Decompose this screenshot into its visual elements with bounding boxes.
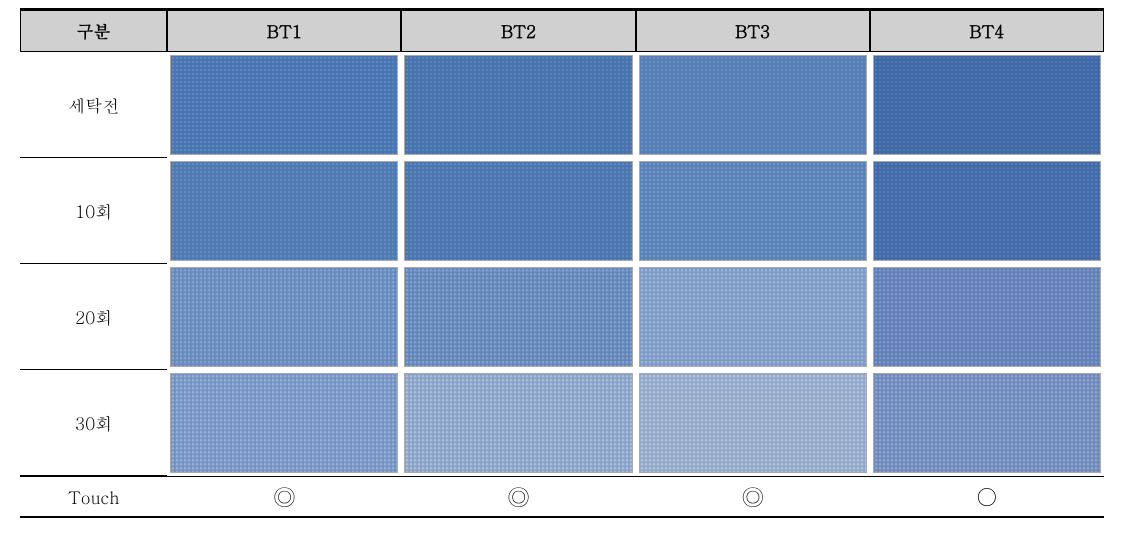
fabric-wash-table: 구분 BT1 BT2 BT3 BT4 세탁전10회20회30회 Touch ◎ … <box>20 8 1104 518</box>
swatch-cell <box>401 370 635 476</box>
header-category: 구분 <box>20 10 167 52</box>
fabric-swatch <box>170 373 398 473</box>
table-body: 세탁전10회20회30회 <box>20 52 1104 476</box>
fabric-swatch <box>639 373 867 473</box>
table-row: 세탁전 <box>20 52 1104 158</box>
swatch-cell <box>636 52 870 158</box>
swatch-cell <box>167 370 401 476</box>
fabric-swatch <box>404 373 632 473</box>
swatch-cell <box>636 158 870 264</box>
fabric-swatch <box>404 267 632 367</box>
fabric-swatch <box>170 267 398 367</box>
touch-value-bt2: ◎ <box>401 476 635 516</box>
header-col-bt1: BT1 <box>167 10 401 52</box>
table-header-row: 구분 BT1 BT2 BT3 BT4 <box>20 10 1104 52</box>
swatch-cell <box>401 158 635 264</box>
fabric-swatch <box>873 161 1101 261</box>
swatch-cell <box>167 52 401 158</box>
swatch-cell <box>870 52 1104 158</box>
swatch-cell <box>401 264 635 370</box>
fabric-swatch <box>639 55 867 155</box>
fabric-swatch <box>404 55 632 155</box>
touch-value-bt1: ◎ <box>167 476 401 516</box>
swatch-cell <box>401 52 635 158</box>
row-label: 세탁전 <box>20 52 167 158</box>
fabric-swatch <box>404 161 632 261</box>
table-row: 10회 <box>20 158 1104 264</box>
swatch-cell <box>870 370 1104 476</box>
fabric-swatch <box>873 373 1101 473</box>
table-row: 20회 <box>20 264 1104 370</box>
row-label: 30회 <box>20 370 167 476</box>
swatch-cell <box>167 158 401 264</box>
swatch-cell <box>636 264 870 370</box>
fabric-swatch <box>639 267 867 367</box>
touch-label: Touch <box>20 476 167 516</box>
swatch-cell <box>167 264 401 370</box>
fabric-swatch <box>873 267 1101 367</box>
fabric-swatch <box>639 161 867 261</box>
swatch-cell <box>870 264 1104 370</box>
touch-row: Touch ◎ ◎ ◎ ○ <box>20 476 1104 516</box>
swatch-cell <box>636 370 870 476</box>
row-label: 20회 <box>20 264 167 370</box>
fabric-swatch <box>170 161 398 261</box>
fabric-swatch <box>873 55 1101 155</box>
header-col-bt2: BT2 <box>401 10 635 52</box>
fabric-swatch <box>170 55 398 155</box>
table-row: 30회 <box>20 370 1104 476</box>
swatch-cell <box>870 158 1104 264</box>
header-col-bt4: BT4 <box>870 10 1104 52</box>
touch-value-bt4: ○ <box>870 476 1104 516</box>
header-col-bt3: BT3 <box>636 10 870 52</box>
touch-value-bt3: ◎ <box>636 476 870 516</box>
row-label: 10회 <box>20 158 167 264</box>
